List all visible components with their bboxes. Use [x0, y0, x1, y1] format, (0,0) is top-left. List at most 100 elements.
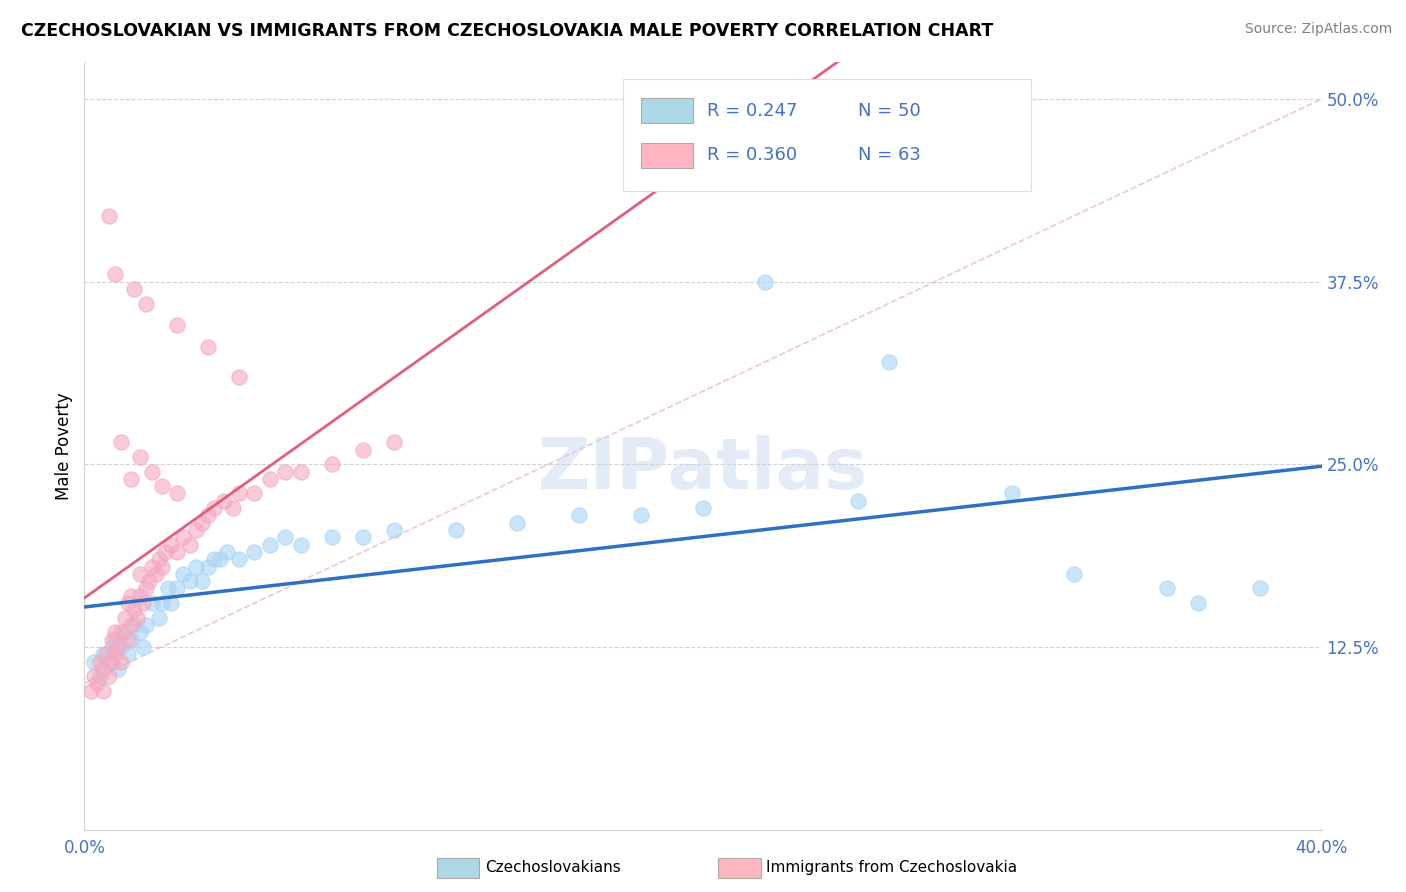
Point — [91, 683, 114, 698]
Point — [692, 501, 714, 516]
Point — [98, 655, 121, 669]
Point — [148, 552, 170, 566]
Point — [153, 545, 176, 559]
Text: N = 63: N = 63 — [858, 146, 921, 164]
Point — [506, 516, 529, 530]
Point — [94, 647, 117, 661]
Point — [129, 566, 152, 581]
Point — [120, 618, 142, 632]
Point — [101, 640, 124, 654]
Point — [1156, 582, 1178, 596]
Point — [166, 318, 188, 333]
Point — [274, 465, 297, 479]
Point — [209, 552, 232, 566]
Point — [215, 545, 238, 559]
Point — [141, 465, 163, 479]
Point — [243, 486, 266, 500]
Point — [259, 472, 281, 486]
Point — [101, 632, 124, 647]
Point — [228, 369, 250, 384]
Point — [104, 647, 127, 661]
Point — [382, 435, 405, 450]
Point — [259, 538, 281, 552]
Point — [172, 530, 194, 544]
FancyBboxPatch shape — [641, 143, 693, 168]
Point — [352, 442, 374, 457]
Point — [150, 479, 173, 493]
Point — [101, 655, 124, 669]
Point — [274, 530, 297, 544]
Point — [166, 486, 188, 500]
Point — [382, 523, 405, 537]
Point — [179, 574, 201, 589]
Point — [110, 655, 132, 669]
Point — [117, 596, 139, 610]
Point — [114, 625, 136, 640]
Text: N = 50: N = 50 — [858, 102, 921, 120]
Point — [222, 501, 245, 516]
Point — [191, 516, 214, 530]
Point — [89, 669, 111, 683]
Point — [160, 596, 183, 610]
Point — [141, 559, 163, 574]
Point — [150, 596, 173, 610]
Point — [138, 574, 160, 589]
Point — [122, 282, 145, 296]
FancyBboxPatch shape — [623, 79, 1031, 191]
Point — [98, 209, 121, 223]
Point — [120, 632, 142, 647]
Point — [104, 632, 127, 647]
Point — [98, 669, 121, 683]
Point — [132, 640, 155, 654]
Point — [172, 566, 194, 581]
Point — [104, 625, 127, 640]
Point — [1187, 596, 1209, 610]
Point — [184, 559, 207, 574]
Point — [290, 538, 312, 552]
FancyBboxPatch shape — [641, 98, 693, 123]
Point — [290, 465, 312, 479]
Point — [132, 596, 155, 610]
Point — [877, 355, 900, 369]
Point — [1249, 582, 1271, 596]
Point — [184, 523, 207, 537]
Point — [83, 655, 105, 669]
Point — [89, 655, 111, 669]
Point — [202, 552, 225, 566]
Point — [197, 508, 219, 523]
Point — [166, 545, 188, 559]
Point — [83, 669, 105, 683]
Point — [110, 625, 132, 640]
Text: R = 0.247: R = 0.247 — [707, 102, 797, 120]
Point — [1001, 486, 1024, 500]
Point — [129, 450, 152, 464]
Point — [352, 530, 374, 544]
Point — [110, 435, 132, 450]
Point — [156, 582, 179, 596]
Point — [321, 530, 343, 544]
Point — [79, 683, 101, 698]
Point — [145, 566, 167, 581]
Point — [117, 647, 139, 661]
Point — [846, 493, 869, 508]
Point — [129, 589, 152, 603]
Point — [212, 493, 235, 508]
Point — [122, 603, 145, 617]
Point — [150, 559, 173, 574]
Point — [107, 640, 129, 654]
Point — [1063, 566, 1085, 581]
Point — [135, 582, 157, 596]
Point — [166, 582, 188, 596]
Point — [197, 559, 219, 574]
Point — [630, 508, 652, 523]
Point — [243, 545, 266, 559]
Point — [141, 596, 163, 610]
Text: Source: ZipAtlas.com: Source: ZipAtlas.com — [1244, 22, 1392, 37]
Point — [125, 610, 148, 624]
Point — [91, 662, 114, 676]
Y-axis label: Male Poverty: Male Poverty — [55, 392, 73, 500]
Text: Immigrants from Czechoslovakia: Immigrants from Czechoslovakia — [766, 861, 1018, 875]
Point — [197, 340, 219, 354]
Point — [160, 538, 183, 552]
Point — [104, 268, 127, 282]
